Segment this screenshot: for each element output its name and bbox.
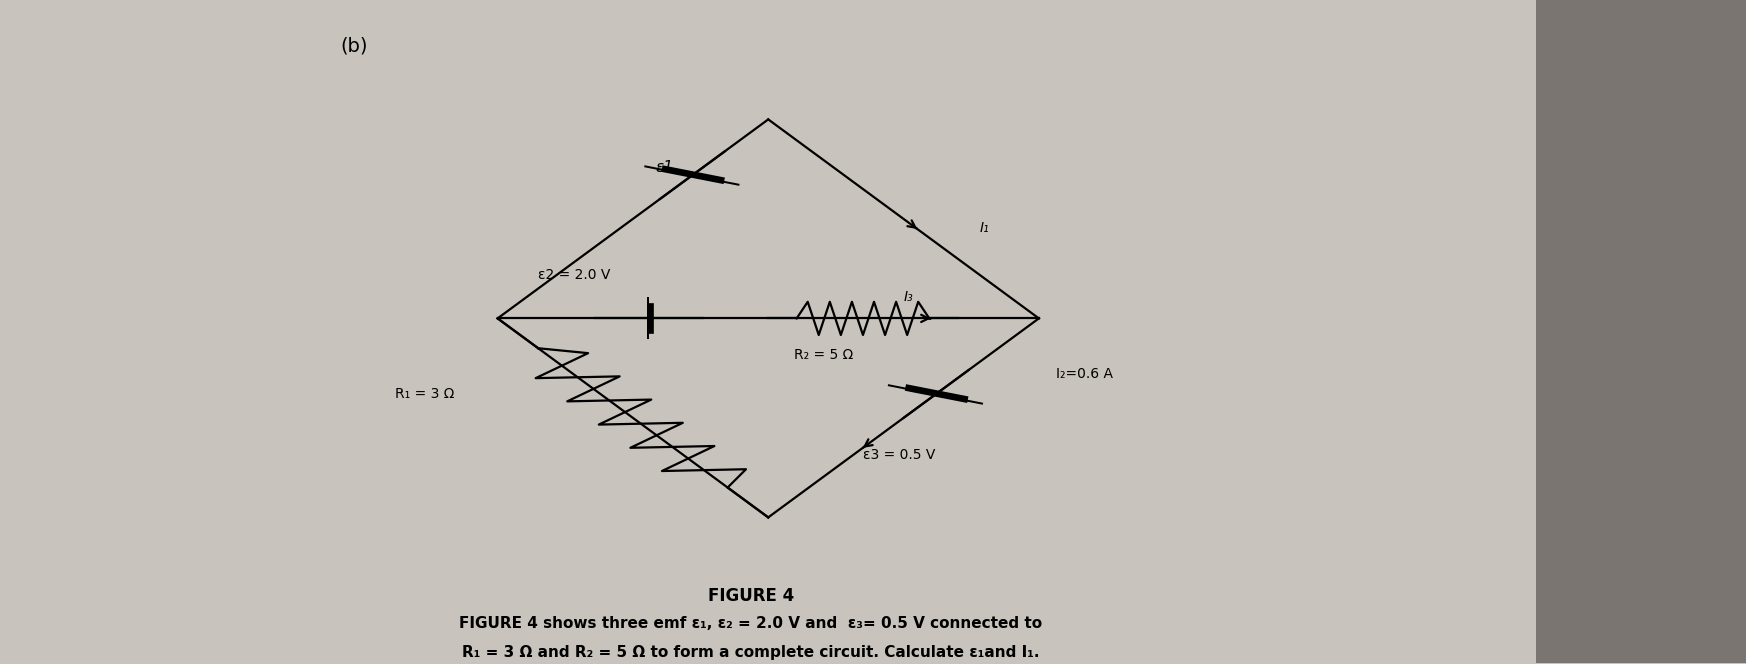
Text: I₃: I₃: [904, 290, 913, 304]
Text: (b): (b): [340, 37, 368, 56]
Text: I₁: I₁: [980, 221, 988, 235]
Bar: [1536, 0, 1746, 663]
Text: ε3 = 0.5 V: ε3 = 0.5 V: [863, 448, 936, 461]
Text: ε2 = 2.0 V: ε2 = 2.0 V: [538, 268, 611, 282]
Text: R₁ = 3 Ω and R₂ = 5 Ω to form a complete circuit. Calculate ε₁and I₁.: R₁ = 3 Ω and R₂ = 5 Ω to form a complete…: [463, 645, 1039, 660]
Text: FIGURE 4 shows three emf ε₁, ε₂ = 2.0 V and  ε₃= 0.5 V connected to: FIGURE 4 shows three emf ε₁, ε₂ = 2.0 V …: [459, 616, 1042, 631]
Text: I₂=0.6 A: I₂=0.6 A: [1056, 367, 1114, 381]
Text: R₁ = 3 Ω: R₁ = 3 Ω: [395, 387, 454, 401]
Text: ε1: ε1: [655, 160, 674, 175]
Text: R₂ = 5 Ω: R₂ = 5 Ω: [794, 348, 854, 363]
Text: FIGURE 4: FIGURE 4: [707, 587, 794, 605]
